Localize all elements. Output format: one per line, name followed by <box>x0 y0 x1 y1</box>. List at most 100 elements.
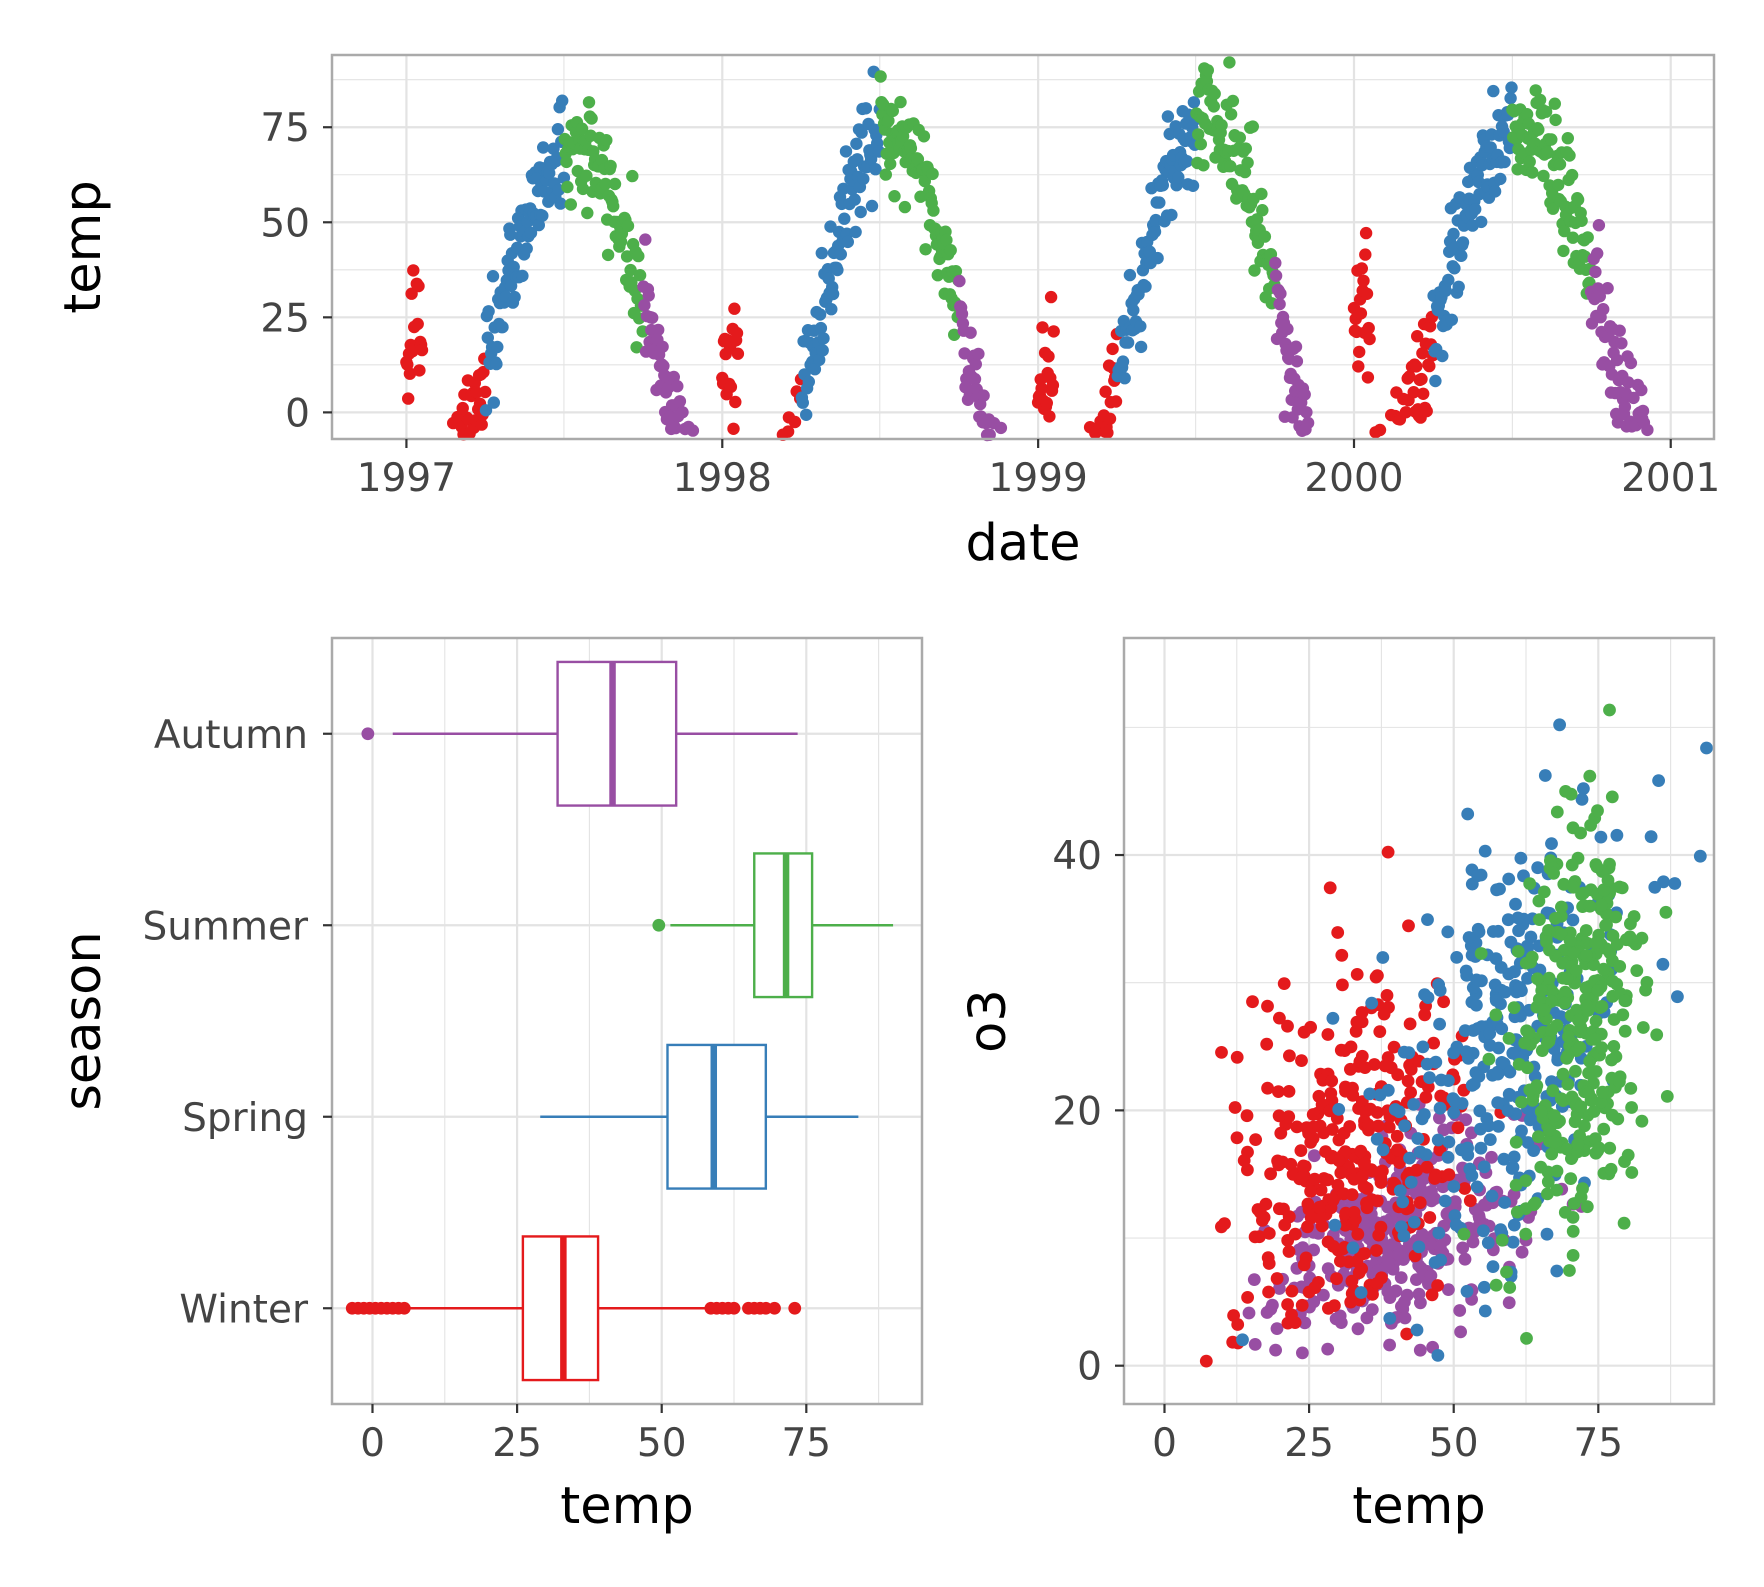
data-point <box>1567 946 1581 960</box>
data-point <box>1504 92 1517 105</box>
data-point <box>1532 1130 1545 1144</box>
data-point <box>1617 1216 1631 1230</box>
data-point <box>1635 383 1648 397</box>
x-tick-label: 50 <box>637 1421 687 1466</box>
data-point <box>1276 1155 1289 1169</box>
data-point <box>1270 1322 1284 1335</box>
data-point <box>1238 165 1252 179</box>
data-point <box>1489 1008 1503 1022</box>
data-point <box>657 359 670 373</box>
data-point <box>1301 1197 1315 1211</box>
data-point <box>1565 168 1579 182</box>
data-point <box>1507 1218 1521 1232</box>
data-point <box>1597 303 1610 316</box>
data-point <box>1295 1054 1308 1067</box>
data-point <box>1230 1050 1244 1064</box>
data-point <box>1233 131 1247 144</box>
data-point <box>1376 951 1390 964</box>
data-point <box>848 193 861 206</box>
data-point <box>1261 1081 1274 1095</box>
data-point <box>1393 1156 1406 1169</box>
data-point <box>1378 1059 1392 1073</box>
data-point <box>1297 1159 1310 1173</box>
data-point <box>554 197 567 210</box>
data-point <box>1417 387 1430 400</box>
data-point <box>1622 376 1635 389</box>
data-point <box>1522 1026 1536 1040</box>
x-tick-label: 25 <box>1284 1421 1334 1466</box>
data-point <box>1531 861 1545 875</box>
data-point <box>1290 1120 1304 1134</box>
data-point <box>1627 391 1640 405</box>
data-point <box>1402 919 1415 933</box>
data-point <box>1248 1338 1262 1351</box>
data-point <box>1354 307 1368 320</box>
y-tick-label: 0 <box>285 391 310 436</box>
data-point <box>1325 1074 1339 1088</box>
data-point <box>676 406 689 419</box>
data-point <box>1523 877 1537 890</box>
data-point <box>1451 1121 1465 1135</box>
data-point <box>1333 1309 1347 1323</box>
data-point <box>1501 913 1515 927</box>
data-point <box>1569 964 1583 977</box>
data-point <box>1601 282 1614 295</box>
data-point <box>1478 844 1492 858</box>
data-point <box>1420 1160 1434 1174</box>
data-point <box>1541 1187 1554 1201</box>
data-point <box>1429 1055 1443 1069</box>
data-point <box>1639 983 1652 997</box>
data-point <box>607 200 620 213</box>
data-point <box>1532 123 1545 136</box>
y-tick-label: 0 <box>1077 1345 1102 1390</box>
data-point <box>1407 1215 1421 1229</box>
x-tick-label: 0 <box>360 1421 385 1466</box>
timeseries-x-axis-title: date <box>966 514 1081 573</box>
data-point <box>1575 214 1588 227</box>
data-point <box>1230 1131 1244 1145</box>
data-point <box>1454 1325 1467 1339</box>
data-point <box>1459 1045 1473 1058</box>
data-point <box>1101 426 1114 439</box>
data-point <box>1483 1133 1497 1146</box>
data-point <box>1277 977 1291 990</box>
data-point <box>1482 1052 1496 1066</box>
data-point <box>1636 1021 1650 1034</box>
data-point <box>1269 256 1282 270</box>
data-point <box>1563 149 1576 162</box>
data-point <box>1257 1211 1271 1224</box>
timeseries-y-ticks: 0 25 50 75 <box>260 106 332 436</box>
data-point <box>1492 1120 1505 1133</box>
data-point <box>1481 1236 1495 1250</box>
data-point <box>638 299 651 312</box>
data-point <box>1529 84 1542 97</box>
data-point <box>1374 1176 1388 1189</box>
o3-scatter-x-axis-title: temp <box>1352 1477 1485 1536</box>
data-point <box>1288 1227 1302 1241</box>
data-point <box>1521 1061 1534 1075</box>
data-point <box>1509 1178 1523 1192</box>
data-point <box>1558 224 1571 238</box>
data-point <box>1247 1273 1261 1286</box>
data-point <box>1555 900 1568 914</box>
data-point <box>1411 1132 1425 1145</box>
data-point <box>1260 1037 1274 1051</box>
data-point <box>1533 93 1547 107</box>
data-point <box>1565 858 1579 872</box>
data-point <box>882 114 895 127</box>
data-point <box>1261 999 1274 1013</box>
data-point <box>731 347 745 360</box>
data-point <box>1442 1135 1456 1149</box>
data-point <box>1192 128 1205 141</box>
data-point <box>1603 1141 1617 1155</box>
data-point <box>1343 1120 1357 1133</box>
data-point <box>834 248 847 261</box>
data-point <box>1394 1271 1408 1284</box>
data-point <box>1455 249 1468 262</box>
data-point <box>864 152 878 166</box>
data-point <box>1418 1008 1432 1022</box>
data-point <box>642 289 655 302</box>
x-tick-label: 75 <box>781 1421 831 1466</box>
data-point <box>1448 1094 1462 1108</box>
data-point <box>646 311 659 324</box>
